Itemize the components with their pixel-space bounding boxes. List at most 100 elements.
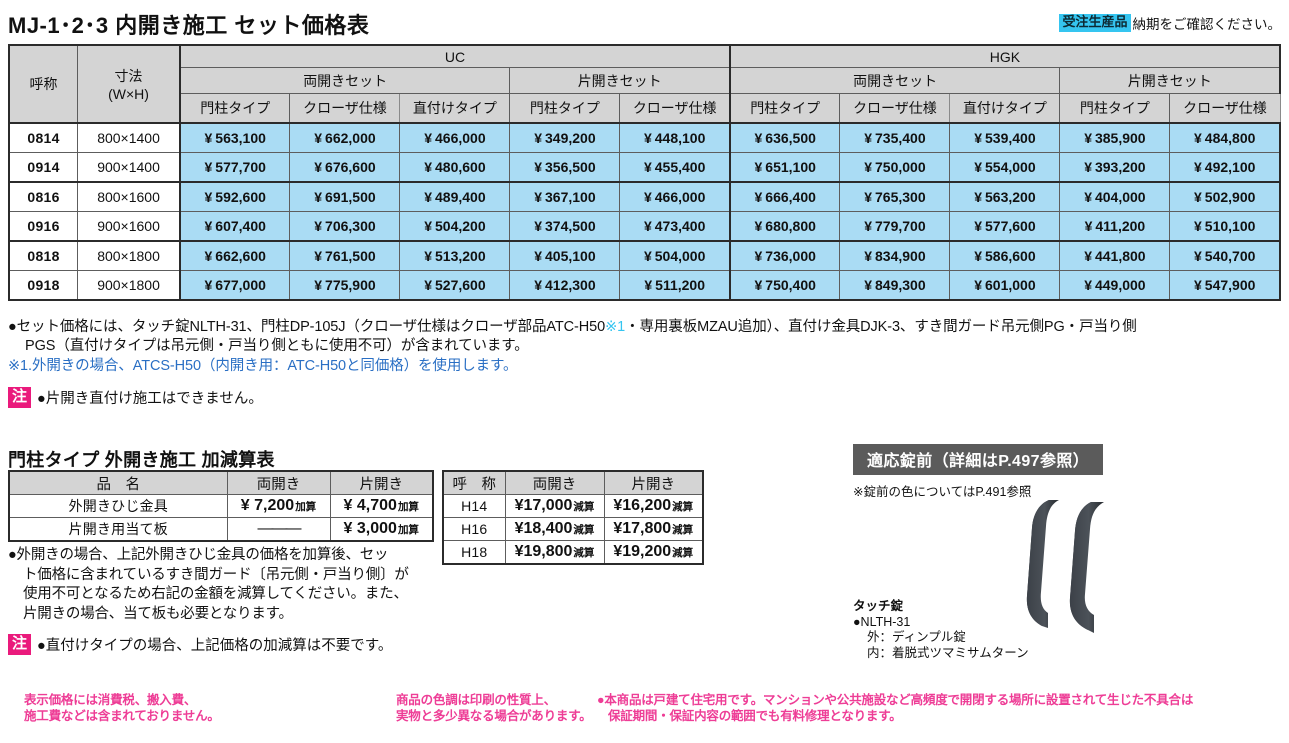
table-row: 0816 800×1600 ¥592,600 ¥691,500 ¥489,400 ¥367…	[8, 181, 1282, 212]
footer-note-1-line-1: 表示価格には消費税、搬入費、	[24, 693, 197, 707]
price-cell: ¥540,700	[1169, 240, 1282, 271]
currency-symbol: ¥	[1084, 218, 1093, 234]
row-name-cell: 0918	[8, 270, 79, 301]
subgroup-header-2: 両開きセット	[728, 67, 1061, 94]
price-cell: ¥677,000	[178, 270, 291, 301]
currency-symbol: ¥	[643, 248, 652, 264]
lock-caption: タッチ錠 ●NLTH-31 外：ディンプル錠 内：着脱式ツマミサムターン	[853, 599, 1029, 661]
table-row: 0814 800×1400 ¥563,100 ¥662,000 ¥466,000 ¥349…	[8, 122, 1282, 153]
price-cell: ¥736,000	[728, 240, 841, 271]
amount: ¥19,200減算	[613, 543, 694, 560]
currency-symbol: ¥	[204, 248, 213, 264]
price-cell: ¥577,700	[178, 152, 291, 183]
currency-symbol: ¥	[424, 277, 433, 293]
note-line-1-post: ・専用裏板MZAU追加）、直付け金具DJK-3、すき間ガード吊元側PG・戸当り側	[625, 319, 1137, 335]
row-size-cell: 900×1400	[77, 152, 181, 183]
hinge-item-label: 外開きひじ金具	[8, 494, 228, 518]
currency-symbol: ¥	[534, 130, 542, 146]
price-cell: ¥662,600	[178, 240, 291, 271]
note-line-1: ●セット価格には、タッチ錠NLTH-31、門柱DP-105J（クローザ仕様はクロ…	[8, 318, 1283, 337]
type-header-7: 直付けタイプ	[949, 93, 1061, 124]
currency-symbol: ¥	[1084, 130, 1092, 146]
note2-line-1: ●外開きの場合、上記外開きひじ金具の価格を加算後、セッ	[8, 547, 389, 563]
amount-suffix: 減算	[672, 547, 694, 559]
price-cell: ¥513,200	[399, 240, 511, 271]
price-cell: ¥775,900	[289, 270, 401, 301]
type-header-5: 門柱タイプ	[728, 93, 841, 124]
currency-symbol: ¥	[314, 218, 323, 234]
currency-symbol: ¥	[864, 218, 873, 234]
touch-lock-illustration	[993, 492, 1173, 667]
price-cell: ¥367,100	[509, 181, 621, 212]
row-name-cell: 0816	[8, 181, 79, 212]
price-cell: ¥349,200	[509, 122, 621, 153]
price-cell: ¥636,500	[728, 122, 841, 153]
currency-symbol: ¥	[1193, 189, 1202, 205]
price-cell: ¥666,400	[728, 181, 841, 212]
lock-panel-subnote: ※錠前の色についてはP.491参照	[853, 485, 1032, 499]
footer-note-3: ●本商品は戸建て住宅用です。マンションや公共施設など高頻度で開閉する場所に設置さ…	[597, 692, 1193, 724]
footer-note-2-line-2: 実物と多少異なる場合があります。	[396, 709, 592, 723]
h-name-cell: H16	[442, 517, 506, 541]
note-ref-mark-1: ※1	[605, 319, 626, 335]
col-header-size-line2: (W×H)	[108, 86, 149, 102]
hinge-single-value: ¥ 3,000加算	[329, 517, 434, 542]
type-header-0: 門柱タイプ	[178, 93, 291, 124]
price-cell: ¥706,300	[289, 211, 401, 242]
table-row: 0916 900×1600 ¥607,400 ¥706,300 ¥504,200 ¥374…	[8, 211, 1282, 242]
currency-symbol: ¥	[974, 130, 982, 146]
price-cell: ¥676,600	[289, 152, 401, 183]
h-name-cell: H18	[442, 540, 506, 565]
currency-symbol: ¥	[424, 218, 433, 234]
price-cell: ¥662,000	[289, 122, 401, 153]
hinge-col-header-2: 片開き	[329, 470, 434, 495]
price-cell: ¥510,100	[1169, 211, 1282, 242]
h-table-body: H14 ¥17,000減算 ¥16,200減算 H16 ¥18,400減算 ¥17,800…	[442, 494, 704, 565]
price-cell: ¥577,600	[949, 211, 1061, 242]
price-cell: ¥448,100	[619, 122, 731, 153]
price-cell: ¥586,600	[949, 240, 1061, 271]
price-cell: ¥385,900	[1059, 122, 1171, 153]
price-cell: ¥492,100	[1169, 152, 1282, 183]
price-cell: ¥504,000	[619, 240, 731, 271]
table-row: 0818 800×1800 ¥662,600 ¥761,500 ¥513,200 ¥405…	[8, 240, 1282, 271]
currency-symbol: ¥	[204, 189, 213, 205]
amount: ¥19,800減算	[514, 543, 595, 560]
currency-symbol: ¥	[974, 159, 982, 175]
price-cell: ¥480,600	[399, 152, 511, 183]
hinge-table-body: 外開きひじ金具 ¥ 7,200加算 ¥ 4,700加算 片開き用当て板 ——— ¥ 3,0…	[8, 494, 434, 542]
subgroup-header-0: 両開きセット	[178, 67, 511, 94]
page-title: MJ-1･2･3 内開き施工 セット価格表	[8, 13, 370, 38]
note2-line-3: 使用不可となるため右記の金額を減算してください。また、	[23, 586, 408, 602]
amount-suffix: 加算	[397, 524, 419, 536]
footer-note-2-line-1: 商品の色調は印刷の性質上、	[396, 693, 556, 707]
hinge-single-value: ¥ 4,700加算	[329, 494, 434, 518]
price-cell: ¥404,000	[1059, 181, 1171, 212]
currency-symbol: ¥	[534, 248, 542, 264]
group-header-hgk: HGK	[728, 44, 1282, 68]
group-header-uc: UC	[178, 44, 731, 68]
amount: ¥17,800減算	[613, 520, 694, 537]
col-header-size-line1: 寸法	[114, 68, 143, 84]
type-header-2: 直付けタイプ	[399, 93, 511, 124]
price-cell: ¥765,300	[839, 181, 951, 212]
currency-symbol: ¥	[534, 218, 542, 234]
currency-symbol: ¥	[314, 277, 323, 293]
price-cell: ¥356,500	[509, 152, 621, 183]
price-cell: ¥750,000	[839, 152, 951, 183]
price-cell: ¥834,900	[839, 240, 951, 271]
hinge-col-header-0: 品 名	[8, 470, 228, 495]
currency-symbol: ¥	[534, 159, 542, 175]
type-header-3: 門柱タイプ	[509, 93, 621, 124]
footer-note-3-line-2: 保証期間・保証内容の範囲でも有料修理となります。	[608, 709, 902, 723]
note-line-1-pre: ●セット価格には、タッチ錠NLTH-31、門柱DP-105J（クローザ仕様はクロ…	[8, 319, 606, 335]
price-cell: ¥374,500	[509, 211, 621, 242]
currency-symbol: ¥	[314, 248, 323, 264]
lock-caption-line-3: 外：ディンプル錠	[867, 630, 966, 644]
currency-symbol: ¥	[1084, 189, 1092, 205]
price-table-body: 0814 800×1400 ¥563,100 ¥662,000 ¥466,000 ¥349…	[8, 122, 1282, 301]
price-cell: ¥750,400	[728, 270, 841, 301]
currency-symbol: ¥	[1193, 277, 1202, 293]
caution-badge-2: 注	[8, 634, 32, 655]
footer-note-1-line-2: 施工費などは含まれておりません。	[24, 709, 220, 723]
